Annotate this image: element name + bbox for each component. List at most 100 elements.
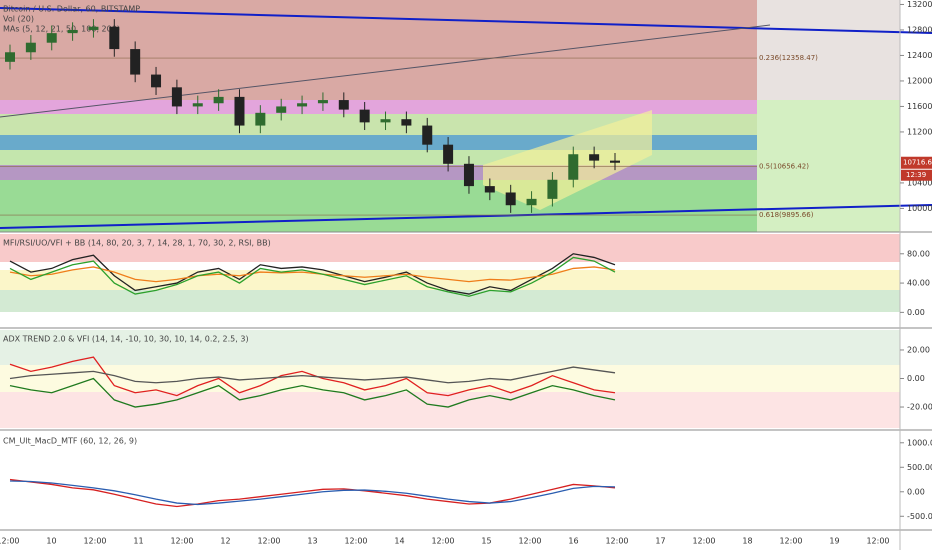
x-tick-label: 10 [46, 537, 56, 546]
x-tick-label: 18 [742, 537, 752, 546]
zone [0, 100, 757, 114]
candle-body [67, 29, 78, 34]
candle-body [505, 192, 516, 206]
series-line [9, 256, 616, 297]
candle-body [192, 103, 203, 107]
candle-body [109, 26, 120, 50]
countdown: 12:39 [906, 171, 926, 179]
series-line [9, 253, 616, 295]
countdown-box [901, 169, 932, 181]
y-tick-label: 12000.00 [907, 76, 932, 85]
y-tick-label: 0.00 [907, 308, 925, 317]
candle-body [443, 144, 454, 164]
y-tick-label: 1000.00 [907, 438, 932, 447]
x-tick-label: 12:00 [518, 537, 541, 546]
series-line [9, 366, 616, 384]
y-tick-label: 13200.00 [907, 0, 932, 9]
x-tick-label: 12:00 [866, 537, 889, 546]
fib-label: 0.236(12358.47) [759, 54, 818, 62]
x-tick-label: 14 [394, 537, 404, 546]
indicator-label: Vol (20) [3, 15, 34, 24]
fib-label: 0.5(10656.42) [759, 163, 809, 171]
indicator-label: MAs (5, 12, 21, 50, 100, 200) [3, 25, 120, 34]
series-line [9, 480, 616, 506]
pane-title: Bitcoin / U.S. Dollar, 60, BITSTAMP [3, 5, 140, 14]
x-tick-label: 12:00 [344, 537, 367, 546]
last-price: 10716.68 [903, 159, 932, 167]
zone [0, 290, 900, 312]
last-price-box [901, 156, 932, 169]
y-tick-label: 12400.00 [907, 51, 932, 60]
candle-body [380, 119, 391, 123]
candle-body [88, 26, 99, 30]
candle-body [5, 52, 15, 62]
candle-body [547, 179, 558, 199]
candle-body [589, 154, 600, 161]
y-tick-label: 20.00 [907, 345, 930, 354]
zone [0, 114, 757, 135]
x-tick-label: 12:00 [431, 537, 454, 546]
zone [0, 0, 757, 100]
x-tick-label: 15 [481, 537, 491, 546]
channel [483, 110, 652, 210]
candle-body [255, 112, 266, 126]
candle-body [338, 100, 349, 110]
candle-body [276, 106, 287, 113]
y-tick-label: -20.00 [907, 403, 932, 412]
fib-label: 0.618(9895.66) [759, 211, 814, 219]
series-line [9, 478, 616, 508]
y-tick-label: 12800.00 [907, 25, 932, 34]
y-tick-label: 0.00 [907, 487, 925, 496]
candle-body [234, 96, 245, 126]
series-line [9, 356, 616, 397]
y-tick-label: 0.00 [907, 374, 925, 383]
x-tick-label: 12:00 [257, 537, 280, 546]
x-tick-label: 12:00 [170, 537, 193, 546]
zone [0, 180, 757, 232]
x-tick-label: 19 [829, 537, 839, 546]
y-tick-label: 10400.00 [907, 178, 932, 187]
x-tick-label: 12:00 [692, 537, 715, 546]
y-tick-label: 500.00 [907, 463, 932, 472]
series-line [9, 266, 616, 283]
x-tick-label: 13 [307, 537, 317, 546]
candle-body [130, 49, 141, 75]
zone [0, 234, 900, 262]
y-tick-label: -500.00 [907, 512, 932, 521]
candle-body [484, 186, 495, 193]
candle-body [422, 125, 433, 145]
zone [0, 330, 900, 365]
candle-body [213, 96, 224, 104]
zone [757, 0, 900, 100]
x-tick-label: 17 [655, 537, 665, 546]
x-tick-label: 12:00 [83, 537, 106, 546]
candle-body [25, 42, 36, 53]
y-tick-label: 80.00 [907, 249, 930, 258]
price-zones [0, 0, 932, 232]
candle-body [568, 154, 579, 180]
y-tick-label: 11200.00 [907, 127, 932, 136]
pane-title: MFI/RSI/UO/VFI + BB (14, 80, 20, 3, 7, 1… [3, 239, 271, 248]
candle-body [317, 100, 328, 104]
pane-title: ADX TREND 2.0 & VFI (14, 14, -10, 10, 30… [3, 335, 249, 344]
x-tick-label: 12 [220, 537, 230, 546]
candle-body [297, 103, 308, 107]
series-line [9, 377, 616, 408]
candle-body [401, 119, 412, 126]
x-tick-label: 12:00 [779, 537, 802, 546]
zone [0, 165, 757, 180]
y-tick-label: 40.00 [907, 279, 930, 288]
candle-body [463, 163, 474, 187]
zone [0, 365, 900, 392]
x-tick-label: 12:00 [605, 537, 628, 546]
zone [0, 392, 900, 428]
trend-line [0, 7, 932, 34]
candle-body [171, 87, 182, 107]
y-tick-label: 10000.00 [907, 204, 932, 213]
trend-line [0, 24, 771, 118]
x-tick-label: 12:00 [0, 537, 20, 546]
x-tick-label: 16 [568, 537, 578, 546]
candle-body [610, 160, 620, 163]
